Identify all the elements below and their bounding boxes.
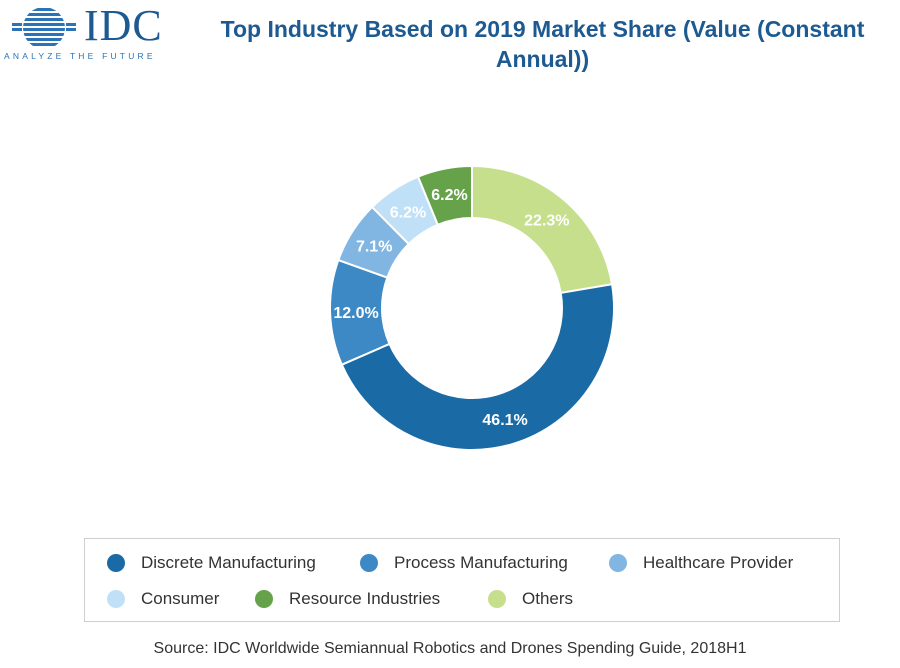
legend-label: Consumer: [141, 589, 220, 608]
idc-logo: IDC ANALYZE THE FUTURE: [4, 1, 174, 64]
source-note: Source: IDC Worldwide Semiannual Robotic…: [153, 640, 747, 657]
legend-swatch: [255, 590, 273, 608]
globe-icon: [12, 8, 76, 46]
legend-item-others[interactable]: Others: [488, 588, 573, 610]
slice-label-others: 22.3%: [524, 212, 569, 229]
chart-legend: Discrete Manufacturing Process Manufactur…: [84, 538, 840, 622]
legend-label: Others: [522, 589, 574, 608]
legend-swatch: [107, 554, 125, 572]
slice-label-healthcare-provider: 7.1%: [356, 239, 392, 256]
legend-item-process-manufacturing[interactable]: Process Manufacturing: [360, 552, 568, 574]
logo-wordmark: IDC: [84, 1, 163, 50]
legend-label: Discrete Manufacturing: [141, 553, 316, 572]
slice-label-consumer: 6.2%: [390, 204, 426, 221]
legend-swatch: [609, 554, 627, 572]
logo-tagline: ANALYZE THE FUTURE: [4, 51, 156, 61]
legend-swatch: [488, 590, 506, 608]
slice-label-discrete-manufacturing: 46.1%: [482, 412, 527, 429]
donut-chart: 22.3% 46.1% 12.0% 7.1% 6.2% 6.2%: [329, 164, 615, 451]
slice-others: [471, 164, 614, 295]
legend-label: Resource Industries: [289, 589, 441, 608]
slice-label-process-manufacturing: 12.0%: [333, 305, 378, 322]
legend-item-consumer[interactable]: Consumer: [107, 588, 219, 610]
legend-item-healthcare-provider[interactable]: Healthcare Provider: [609, 552, 793, 574]
legend-item-resource-industries[interactable]: Resource Industries: [255, 588, 440, 610]
legend-label: Healthcare Provider: [643, 553, 794, 572]
chart-title: Top Industry Based on 2019 Market Share …: [220, 16, 865, 72]
legend-swatch: [360, 554, 378, 572]
legend-label: Process Manufacturing: [394, 553, 568, 572]
slice-discrete-manufacturing: [340, 283, 615, 451]
legend-item-discrete-manufacturing[interactable]: Discrete Manufacturing: [107, 552, 316, 574]
slice-label-resource-industries: 6.2%: [431, 187, 467, 204]
legend-swatch: [107, 590, 125, 608]
slice-resource-industries: [416, 164, 473, 227]
